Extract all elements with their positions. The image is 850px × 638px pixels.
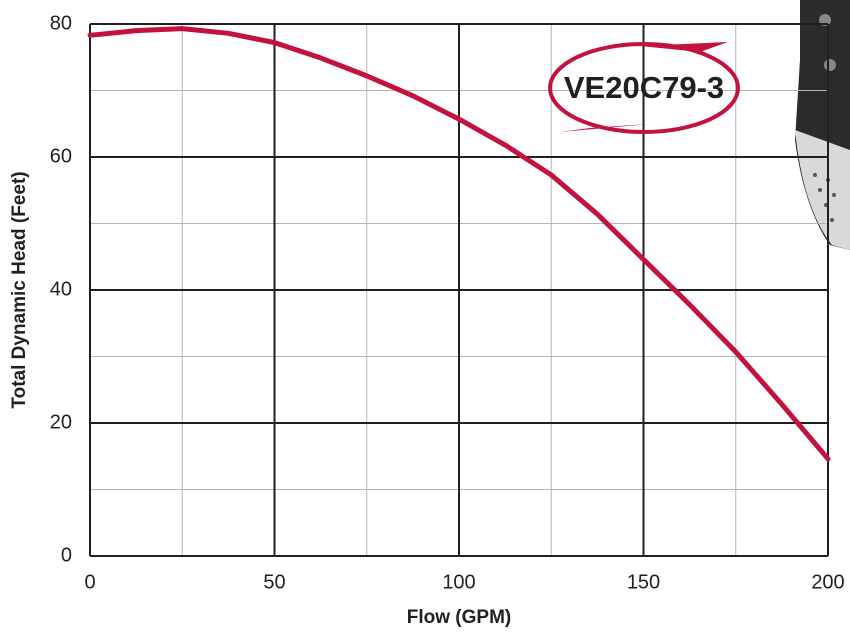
x-axis-label: Flow (GPM)	[407, 607, 511, 628]
annotation-text: VE20C79-3	[564, 70, 724, 105]
x-tick-label: 150	[627, 571, 660, 593]
x-tick-label: 200	[811, 571, 844, 593]
plot	[87, 26, 831, 462]
grid: 0 50 100 150 200 0 20 40 60 80	[50, 12, 845, 593]
annotation: VE20C79-3	[548, 42, 740, 134]
y-tick-label: 60	[50, 145, 72, 167]
y-tick-label: 40	[50, 278, 72, 300]
x-tick-label: 50	[263, 571, 285, 593]
y-tick-label: 0	[61, 544, 72, 566]
annotation-ellipse	[548, 42, 740, 134]
y-tick-label: 80	[50, 12, 72, 34]
y-axis-label: Total Dynamic Head (Feet)	[9, 171, 30, 408]
x-tick-label: 100	[442, 571, 475, 593]
x-tick-label: 0	[84, 571, 95, 593]
pump-image	[795, 0, 850, 250]
y-tick-label: 20	[50, 411, 72, 433]
line	[87, 26, 831, 462]
